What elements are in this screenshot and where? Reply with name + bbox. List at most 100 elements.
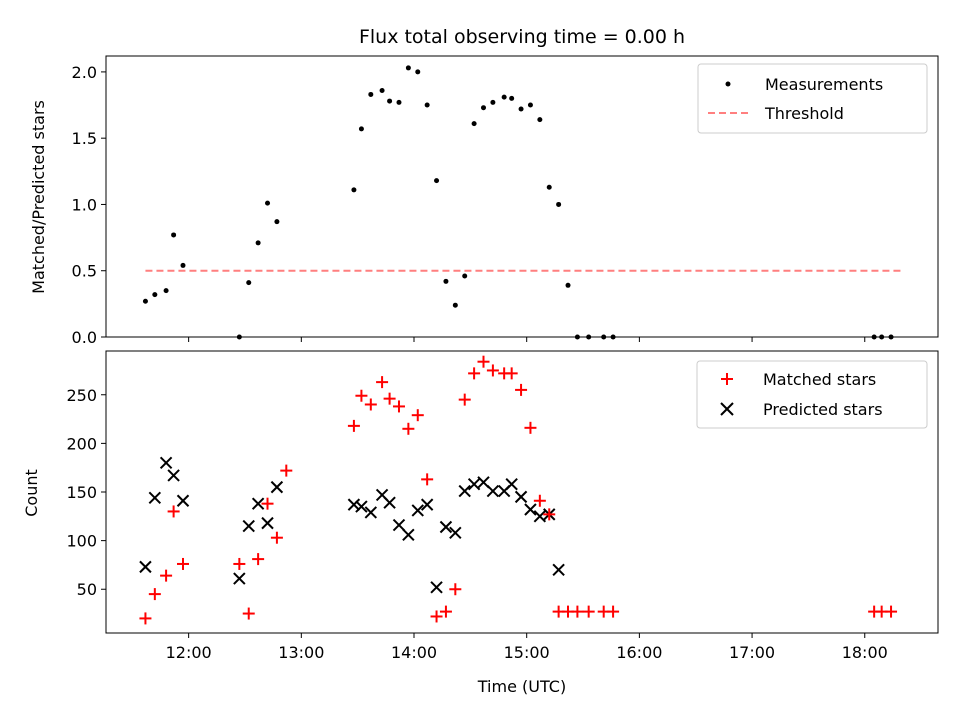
measurement-point — [565, 282, 571, 288]
measurement-point — [274, 219, 280, 225]
top-legend: Measurements Threshold — [697, 63, 928, 134]
predicted-point — [347, 498, 361, 511]
matched-series — [139, 355, 898, 625]
legend-predicted-label: Predicted stars — [763, 400, 883, 419]
predicted-point — [430, 581, 443, 594]
matched-point — [355, 389, 368, 402]
measurement-point — [142, 298, 148, 304]
predicted-point — [364, 506, 378, 519]
predicted-point — [159, 456, 173, 470]
matched-point — [280, 464, 293, 477]
matched-point — [347, 419, 360, 432]
matched-point — [139, 612, 152, 625]
measurement-point — [171, 232, 177, 238]
matched-point — [430, 610, 443, 623]
predicted-point — [176, 494, 190, 507]
predicted-point — [139, 560, 152, 574]
matched-point — [167, 505, 180, 518]
predicted-point — [505, 478, 518, 491]
measurement-point — [434, 178, 440, 184]
measurement-point — [586, 334, 592, 340]
matched-point — [582, 605, 595, 618]
predicted-point — [439, 520, 453, 534]
measurement-point — [152, 292, 158, 298]
matched-point — [233, 557, 246, 570]
matched-point — [411, 409, 424, 422]
matched-point — [468, 367, 481, 380]
bottom-x-tick-label: 15:00 — [504, 643, 550, 662]
predicted-point — [533, 510, 547, 523]
matched-point — [364, 398, 377, 411]
top-y-tick-label: 0.0 — [72, 328, 97, 347]
predicted-point — [251, 497, 265, 510]
measurement-point — [574, 334, 580, 340]
matched-point — [148, 588, 161, 601]
matched-point — [261, 497, 274, 510]
measurement-point — [610, 334, 616, 340]
measurement-point — [471, 121, 477, 127]
measurement-point — [462, 273, 468, 279]
matched-point — [270, 531, 283, 544]
bottom-x-tick-label: 12:00 — [166, 643, 212, 662]
measurement-point — [379, 87, 385, 93]
measurement-point — [490, 99, 496, 105]
matched-point — [607, 605, 620, 618]
measurements-series — [142, 65, 894, 340]
measurement-point — [452, 302, 458, 308]
bottom-legend: Matched stars Predicted stars — [696, 360, 928, 429]
bottom-y-tick-label: 200 — [66, 434, 97, 453]
measurement-point — [255, 240, 261, 246]
predicted-point — [270, 480, 284, 494]
measurement-point — [879, 334, 885, 340]
measurement-point — [246, 280, 252, 286]
matched-point — [421, 473, 434, 486]
predicted-point — [355, 500, 368, 513]
measurement-point — [509, 95, 515, 101]
matched-point — [439, 605, 452, 618]
top-y-tick-label: 2.0 — [72, 63, 97, 82]
measurement-point — [424, 102, 430, 108]
predicted-point — [514, 490, 528, 504]
predicted-point — [242, 519, 255, 533]
legend-threshold-label: Threshold — [764, 104, 844, 123]
measurement-point — [480, 105, 486, 111]
top-y-tick-label: 1.5 — [72, 129, 97, 148]
chart-title: Flux total observing time = 0.00 h — [359, 26, 685, 48]
bottom-y-axis: 50 100 150 200 250 — [66, 386, 106, 599]
matched-point — [177, 557, 190, 570]
matched-point — [477, 355, 490, 368]
bottom-x-tick-label: 17:00 — [729, 643, 775, 662]
predicted-point — [420, 498, 434, 511]
bottom-x-tick-label: 14:00 — [391, 643, 437, 662]
predicted-point — [524, 503, 537, 516]
matched-point — [383, 392, 396, 405]
matched-point — [252, 553, 265, 566]
measurement-point — [443, 278, 449, 284]
bottom-y-tick-label: 100 — [66, 532, 97, 551]
matched-point — [449, 583, 462, 596]
measurement-point — [396, 99, 402, 105]
measurement-point — [501, 94, 507, 100]
measurement-point — [351, 187, 357, 193]
top-y-tick-label: 0.5 — [72, 262, 97, 281]
matched-point — [505, 367, 518, 380]
predicted-point — [233, 572, 246, 585]
measurement-point — [236, 334, 242, 340]
matched-point — [402, 422, 415, 435]
measurement-point — [527, 102, 533, 108]
bottom-y-tick-label: 150 — [66, 483, 97, 502]
predicted-point — [261, 516, 274, 530]
predicted-point — [486, 484, 500, 498]
bottom-y-tick-label: 250 — [66, 386, 97, 405]
matched-point — [392, 400, 405, 413]
matched-point — [543, 508, 556, 521]
predicted-point — [402, 528, 415, 541]
top-y-axis: 0.0 0.5 1.0 1.5 2.0 — [72, 63, 106, 347]
top-y-axis-label: Matched/Predicted stars — [29, 100, 48, 294]
predicted-point — [449, 526, 462, 540]
bottom-x-tick-label: 18:00 — [842, 643, 888, 662]
matched-point — [533, 494, 546, 507]
measurement-point — [871, 334, 877, 340]
bottom-y-tick-label: 50 — [77, 580, 97, 599]
